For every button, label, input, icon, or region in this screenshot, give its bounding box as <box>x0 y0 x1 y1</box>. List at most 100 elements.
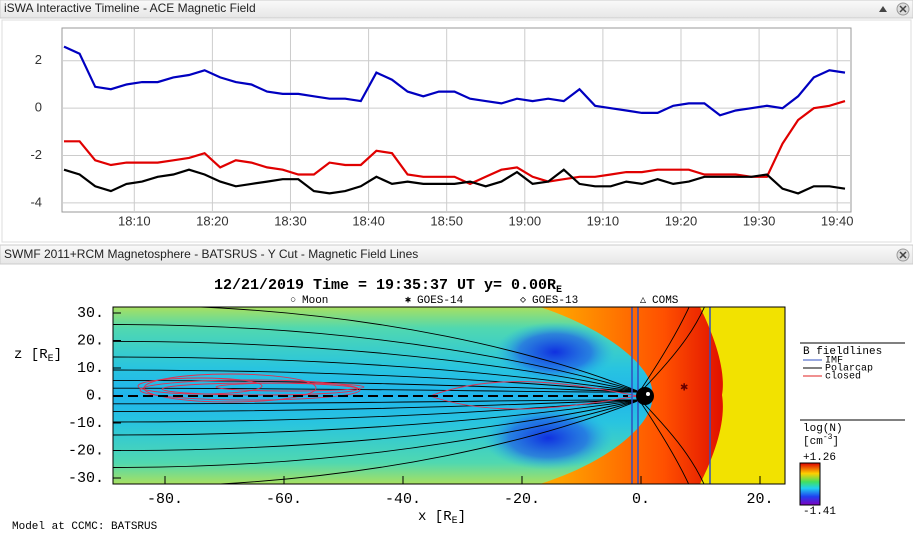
plot-frame <box>61 27 852 213</box>
earth <box>636 387 654 405</box>
field-line <box>113 356 641 393</box>
close-icon <box>899 251 907 259</box>
field-line <box>113 340 641 393</box>
x-tick-label: 19:00 <box>509 213 542 228</box>
marker-label: GOES-13 <box>532 295 578 307</box>
x-tick-label: 19:40 <box>821 213 854 228</box>
z-tick-label: -10. <box>68 415 104 432</box>
z-tick-label: 30. <box>77 305 104 322</box>
field-line <box>639 400 690 484</box>
z-axis-label: z [RE] <box>14 347 62 365</box>
plot-image: ✱ <box>113 307 785 484</box>
label-text: x [R <box>418 509 452 525</box>
panel-title: SWMF 2011+RCM Magnetosphere - BATSRUS - … <box>4 247 418 261</box>
legend-title: B fieldlines <box>803 346 882 358</box>
y-tick-label: 2 <box>35 52 42 67</box>
field-line <box>188 307 641 393</box>
marker-symbol: △ <box>640 296 646 307</box>
panel-title: iSWA Interactive Timeline - ACE Magnetic… <box>4 1 256 15</box>
marker-label: GOES-14 <box>417 295 464 307</box>
unit-text: [cm <box>803 436 823 448</box>
z-tick-label: 20. <box>77 332 104 349</box>
legend-label: closed <box>825 371 861 383</box>
footer: Model at CCMC: BATSRUS <box>12 521 158 533</box>
chart: -4 -2 0 2 18:10 18:20 18:30 18:40 18:50 19:00 19:1… <box>30 27 854 228</box>
x-tick-label: 19:20 <box>665 213 698 228</box>
z-tick-label: -20. <box>68 442 104 459</box>
marker-symbol: ◇ <box>520 296 526 307</box>
field-line <box>639 307 690 392</box>
x-tick-label: 19:10 <box>587 213 620 228</box>
density-low <box>495 322 615 382</box>
x-tick-label: 19:30 <box>743 213 776 228</box>
colorbar-unit: [cm-3] <box>803 433 839 448</box>
y-tick-label: -4 <box>30 194 42 209</box>
label-sub: E <box>452 516 458 527</box>
x-tick-label: 0. <box>632 491 650 508</box>
label-text: ] <box>54 347 62 363</box>
field-line <box>639 307 705 393</box>
panel-header <box>0 0 913 19</box>
field-line <box>639 399 705 484</box>
x-axis-label: x [RE] <box>418 509 466 527</box>
x-tick-label: 18:50 <box>430 213 463 228</box>
field-line <box>113 399 641 436</box>
unit-text: ] <box>832 436 839 448</box>
z-tick-label: 0. <box>86 387 104 404</box>
unit-sup: -3 <box>823 433 833 442</box>
label-text: ] <box>458 509 466 525</box>
z-tick-label: 10. <box>77 360 104 377</box>
colorbar-min: -1.41 <box>803 506 836 518</box>
x-tick-label: -60. <box>266 491 302 508</box>
z-tick-label: -30. <box>68 470 104 487</box>
x-tick-label: 18:30 <box>274 213 307 228</box>
x-tick-label: 18:20 <box>196 213 229 228</box>
legend-label: IMF <box>825 356 843 367</box>
closed-loop <box>139 379 361 401</box>
field-plot: ✱ 12/21/2019 Time = 19:35:37 UT y= 0.00R… <box>12 277 905 533</box>
marker-label: COMS <box>652 295 679 307</box>
collapse-button[interactable] <box>879 6 887 12</box>
earth-dot <box>646 392 650 396</box>
series-line <box>63 168 846 195</box>
heading-text: 12/21/2019 Time = 19:35:37 UT y= 0.00R <box>214 277 556 294</box>
marker-symbol: ○ <box>290 296 296 307</box>
chart-box <box>1 19 912 243</box>
series-line <box>64 100 846 186</box>
x-tick-label: -80. <box>147 491 183 508</box>
field-line <box>113 399 641 468</box>
colorbar <box>799 462 821 506</box>
y-tick-label: -2 <box>30 147 42 162</box>
series-line <box>63 45 846 117</box>
x-tick-label: -20. <box>504 491 540 508</box>
close-icon <box>899 5 907 13</box>
marker-legend: ○ Moon ✱ GOES-14 ◇ GOES-13 △ COMS <box>290 295 679 307</box>
closed-loop <box>143 373 317 403</box>
marker-label: Moon <box>302 295 328 307</box>
marker-symbol: ✱ <box>405 296 411 307</box>
panel-header <box>0 244 913 265</box>
x-tick-label: -40. <box>385 491 421 508</box>
field-line <box>113 379 641 393</box>
label-text: z [R <box>14 347 48 363</box>
density-low <box>483 406 613 470</box>
field-line <box>113 399 641 452</box>
x-tick-label: 18:40 <box>352 213 385 228</box>
y-tick-label: 0 <box>35 100 42 115</box>
colorbar-max: +1.26 <box>803 452 836 464</box>
field-line <box>113 324 641 393</box>
field-line <box>113 399 641 423</box>
label-sub: E <box>48 354 54 365</box>
field-line <box>113 399 641 405</box>
heading-sub: E <box>556 285 562 296</box>
closed-loop <box>215 382 365 392</box>
plot-heading: 12/21/2019 Time = 19:35:37 UT y= 0.00RE <box>214 277 562 296</box>
legend-label: Polarcap <box>825 363 873 375</box>
x-tick-label: 18:10 <box>118 213 151 228</box>
closed-loop <box>137 377 263 395</box>
field-line <box>113 369 641 393</box>
x-tick-label: 20. <box>746 491 773 508</box>
